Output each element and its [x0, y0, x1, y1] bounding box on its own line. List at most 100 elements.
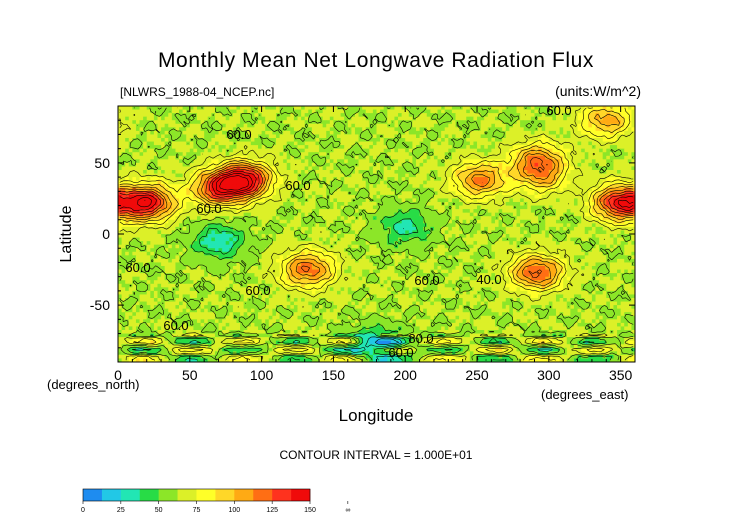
field-cell: [171, 109, 176, 114]
field-cell: [175, 145, 180, 150]
field-cell: [477, 216, 482, 221]
field-cell: [311, 226, 316, 231]
field-cell: [441, 159, 446, 164]
field-cell: [161, 148, 166, 153]
field-cell: [556, 177, 560, 182]
field-cell: [455, 191, 460, 196]
field-cell: [559, 141, 564, 146]
field-cell: [175, 123, 180, 128]
field-cell: [498, 120, 503, 125]
field-cell: [401, 202, 406, 206]
field-cell: [261, 184, 266, 189]
field-cell: [283, 159, 288, 164]
field-cell: [591, 177, 596, 182]
field-cell: [430, 180, 435, 185]
field-cell: [430, 152, 435, 157]
field-cell: [268, 187, 273, 192]
field-cell: [426, 162, 431, 167]
field-cell: [408, 148, 413, 153]
field-cell: [179, 145, 184, 150]
field-cell: [617, 134, 622, 139]
field-cell: [182, 141, 187, 146]
field-cell: [491, 212, 496, 217]
field-cell: [520, 145, 525, 150]
field-cell: [344, 219, 349, 224]
field-cell: [552, 198, 557, 203]
field-cell: [527, 152, 532, 157]
field-cell: [304, 148, 309, 153]
field-cell: [214, 141, 219, 146]
field-cell: [315, 109, 320, 114]
field-cell: [200, 223, 205, 228]
field-cell: [401, 177, 406, 182]
field-cell: [534, 162, 539, 167]
field-cell: [613, 145, 618, 150]
field-cell: [541, 130, 546, 135]
field-cell: [315, 141, 320, 146]
field-cell: [559, 223, 564, 228]
field-cell: [595, 205, 600, 210]
field-cell: [376, 180, 381, 185]
field-cell: [329, 198, 334, 203]
field-cell: [627, 109, 632, 114]
field-cell: [573, 198, 578, 203]
field-cell: [505, 127, 510, 132]
field-cell: [351, 109, 356, 114]
field-cell: [218, 116, 223, 121]
field-cell: [222, 106, 227, 110]
field-cell: [459, 138, 464, 142]
field-cell: [494, 177, 499, 182]
field-cell: [509, 184, 514, 189]
field-cell: [627, 138, 632, 142]
field-cell: [552, 116, 557, 121]
field-cell: [559, 209, 564, 214]
field-cell: [494, 109, 499, 114]
field-cell: [415, 155, 420, 160]
field-cell: [372, 205, 377, 210]
field-cell: [139, 205, 144, 210]
field-cell: [408, 166, 413, 171]
field-cell: [412, 170, 417, 174]
field-cell: [505, 152, 510, 157]
field-cell: [153, 198, 158, 203]
field-cell: [333, 141, 338, 146]
field-cell: [462, 180, 467, 185]
field-cell: [459, 177, 464, 182]
field-cell: [599, 109, 604, 114]
field-cell: [179, 191, 184, 196]
field-cell: [538, 109, 543, 114]
field-cell: [229, 191, 234, 196]
field-cell: [279, 209, 284, 214]
field-cell: [591, 152, 596, 157]
field-cell: [354, 223, 359, 228]
field-cell: [171, 209, 176, 214]
field-cell: [541, 177, 546, 182]
field-cell: [161, 109, 166, 114]
field-cell: [419, 205, 424, 210]
field-cell: [121, 194, 126, 199]
field-cell: [469, 159, 474, 164]
field-cell: [383, 141, 388, 146]
field-cell: [329, 123, 334, 128]
field-cell: [498, 106, 503, 110]
field-cell: [577, 162, 582, 167]
field-cell: [135, 223, 140, 228]
field-cell: [419, 120, 424, 125]
field-cell: [398, 184, 403, 189]
field-cell: [362, 177, 367, 182]
field-cell: [351, 141, 356, 146]
field-cell: [602, 202, 607, 206]
field-cell: [390, 130, 395, 135]
field-cell: [358, 141, 363, 146]
field-cell: [469, 130, 474, 135]
field-cell: [502, 191, 507, 196]
field-cell: [566, 191, 571, 196]
field-cell: [556, 205, 560, 210]
field-cell: [340, 155, 345, 160]
field-cell: [179, 216, 184, 221]
field-cell: [627, 212, 632, 217]
field-cell: [380, 184, 385, 189]
field-cell: [613, 219, 618, 224]
field-cell: [189, 219, 194, 224]
field-cell: [150, 106, 155, 110]
